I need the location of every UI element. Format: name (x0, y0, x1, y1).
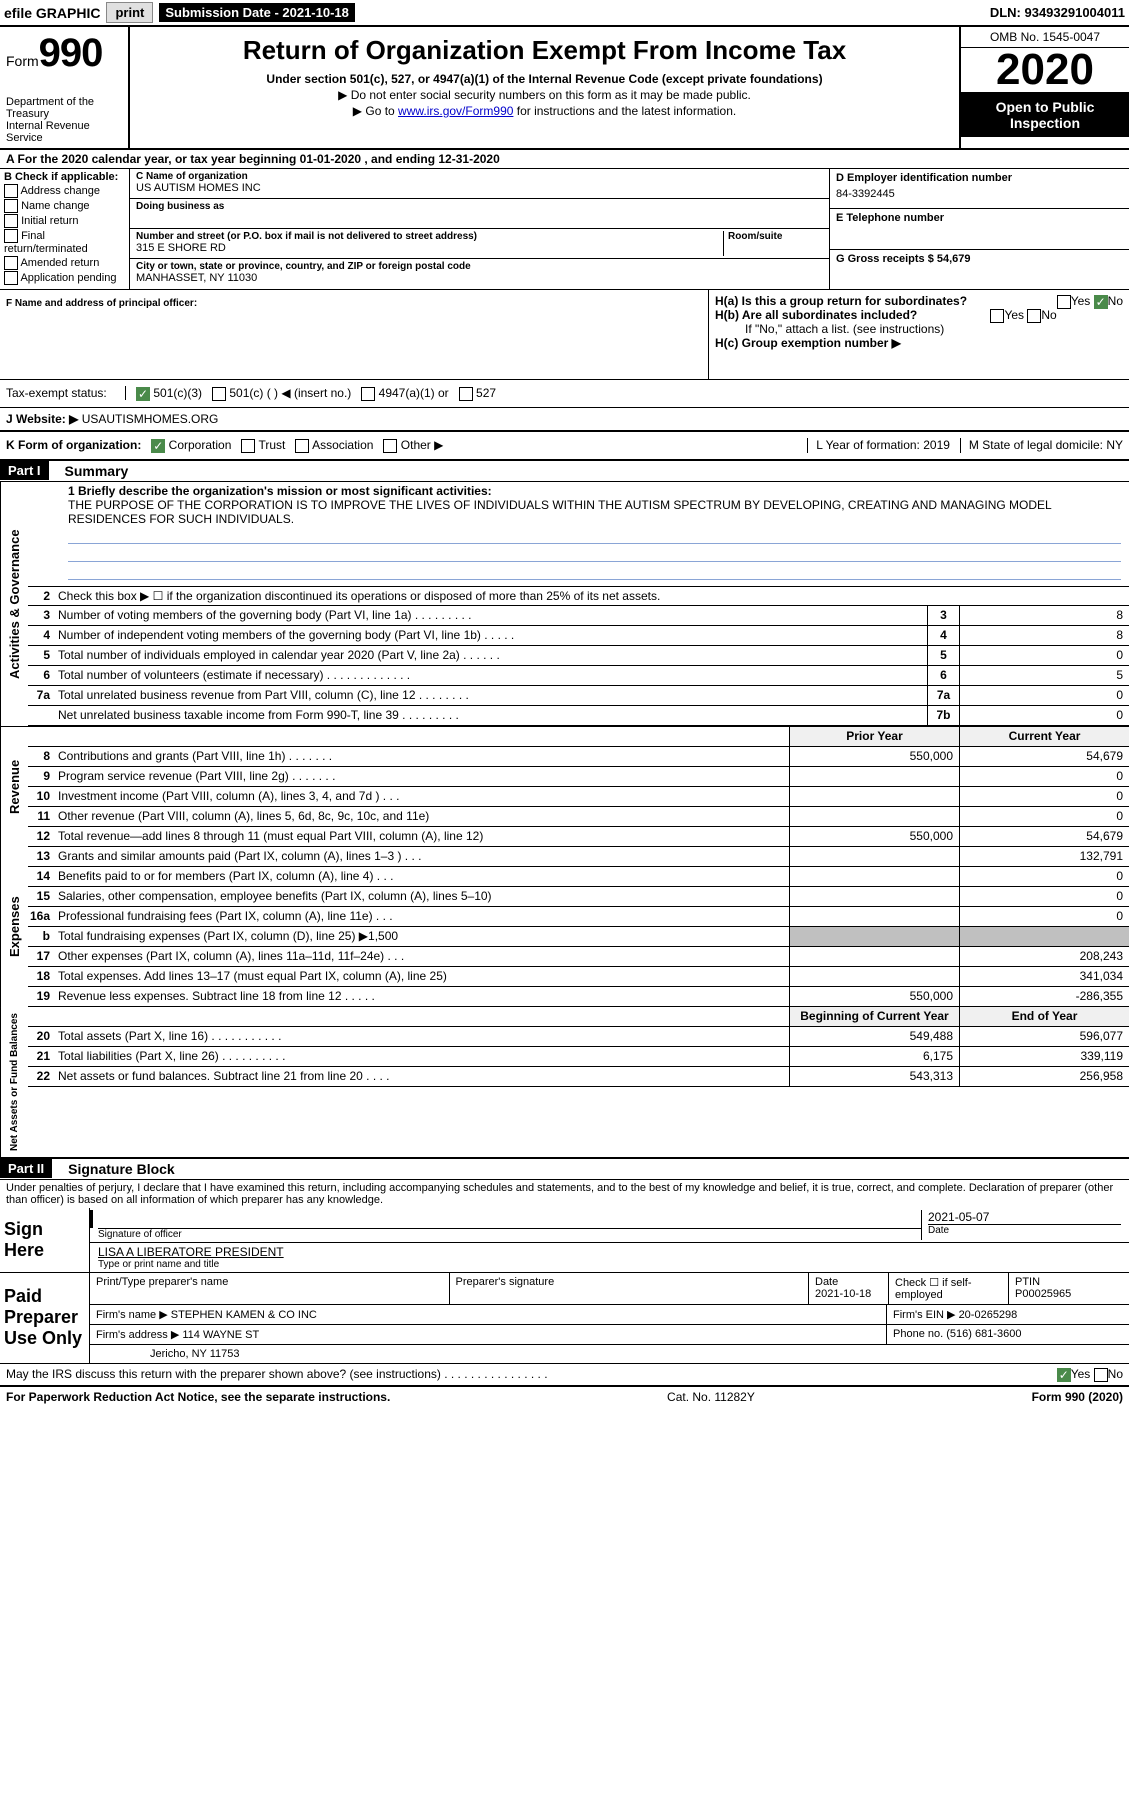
print-button[interactable]: print (106, 2, 153, 23)
tax-year: 2020 (961, 48, 1129, 93)
year-formation: L Year of formation: 2019 (807, 438, 950, 453)
sign-here-section: Sign Here Signature of officer 2021-05-0… (0, 1208, 1129, 1273)
part1-header: Part I Summary (0, 461, 1129, 482)
cb-4947[interactable]: 4947(a)(1) or (361, 386, 448, 401)
row-k: K Form of organization: ✓ Corporation Tr… (0, 432, 1129, 461)
cb-trust[interactable]: Trust (241, 438, 285, 453)
dept-label: Department of the Treasury (6, 96, 122, 120)
col-c: C Name of organization US AUTISM HOMES I… (130, 169, 829, 289)
state-domicile: M State of legal domicile: NY (960, 438, 1123, 453)
website-value: USAUTISMHOMES.ORG (82, 412, 219, 426)
paid-preparer-section: Paid Preparer Use Only Print/Type prepar… (0, 1273, 1129, 1364)
discuss-yes[interactable]: ✓Yes (1057, 1367, 1091, 1382)
ein-value: 84-3392445 (836, 184, 1123, 204)
subtitle-3: ▶ Go to www.irs.gov/Form990 for instruct… (138, 104, 951, 118)
col-d: D Employer identification number 84-3392… (829, 169, 1129, 289)
street-address: 315 E SHORE RD (136, 242, 723, 254)
line-a: A For the 2020 calendar year, or tax yea… (0, 150, 1129, 169)
activities-governance: Activities & Governance 1 Briefly descri… (0, 482, 1129, 726)
irs-link[interactable]: www.irs.gov/Form990 (398, 104, 513, 118)
sign-date: 2021-05-07 (928, 1210, 1121, 1224)
website-row: J Website: ▶ USAUTISMHOMES.ORG (0, 408, 1129, 432)
cb-name[interactable]: Name change (4, 199, 125, 213)
net-assets-section: Net Assets or Fund Balances Beginning of… (0, 1007, 1129, 1159)
officer-name: LISA A LIBERATORE PRESIDENT (98, 1245, 1121, 1259)
cb-corp[interactable]: ✓ Corporation (151, 438, 231, 453)
cb-501c[interactable]: 501(c) ( ) ◀ (insert no.) (212, 386, 351, 401)
row-f-h: F Name and address of principal officer:… (0, 290, 1129, 380)
subtitle-2: ▶ Do not enter social security numbers o… (138, 88, 951, 102)
section-bcd: B Check if applicable: Address change Na… (0, 169, 1129, 290)
dln-label: DLN: 93493291004011 (990, 5, 1125, 20)
page-footer: For Paperwork Reduction Act Notice, see … (0, 1386, 1129, 1407)
cb-527[interactable]: 527 (459, 386, 496, 401)
firm-addr: 114 WAYNE ST (182, 1329, 259, 1341)
cb-address[interactable]: Address change (4, 184, 125, 198)
discuss-no[interactable]: No (1094, 1367, 1123, 1382)
cb-final[interactable]: Final return/terminated (4, 229, 125, 255)
preparer-date: 2021-10-18 (815, 1288, 871, 1300)
irs-label: Internal Revenue Service (6, 120, 122, 144)
org-name: US AUTISM HOMES INC (136, 182, 823, 194)
perjury-declaration: Under penalties of perjury, I declare th… (0, 1180, 1129, 1208)
cb-amended[interactable]: Amended return (4, 256, 125, 270)
cb-501c3[interactable]: ✓ 501(c)(3) (136, 386, 202, 401)
cb-other[interactable]: Other ▶ (383, 438, 443, 453)
firm-ein: 20-0265298 (959, 1309, 1018, 1321)
cb-pending[interactable]: Application pending (4, 271, 125, 285)
cb-assoc[interactable]: Association (295, 438, 373, 453)
revenue-section: Revenue Prior Year Current Year 8Contrib… (0, 726, 1129, 847)
subtitle-1: Under section 501(c), 527, or 4947(a)(1)… (138, 72, 951, 86)
gross-receipts: G Gross receipts $ 54,679 (836, 253, 1123, 265)
efile-label: efile GRAPHIC (4, 5, 100, 21)
firm-name: STEPHEN KAMEN & CO INC (171, 1309, 317, 1321)
firm-addr2: Jericho, NY 11753 (90, 1345, 1129, 1363)
city-address: MANHASSET, NY 11030 (136, 272, 823, 284)
top-bar: efile GRAPHIC print Submission Date - 20… (0, 0, 1129, 27)
open-public-badge: Open to Public Inspection (961, 93, 1129, 137)
expenses-section: Expenses 13Grants and similar amounts pa… (0, 847, 1129, 1007)
ptin-value: P00025965 (1015, 1288, 1071, 1300)
submission-date: Submission Date - 2021-10-18 (159, 3, 355, 22)
col-b: B Check if applicable: Address change Na… (0, 169, 130, 289)
tax-exempt-row: Tax-exempt status: ✓ 501(c)(3) 501(c) ( … (0, 380, 1129, 408)
mission-text: THE PURPOSE OF THE CORPORATION IS TO IMP… (68, 498, 1051, 526)
firm-phone: (516) 681-3600 (946, 1328, 1021, 1340)
form-number: Form990 (6, 31, 122, 76)
form-header: Form990 Department of the Treasury Inter… (0, 27, 1129, 150)
part2-header: Part II Signature Block (0, 1159, 1129, 1180)
form-title: Return of Organization Exempt From Incom… (138, 35, 951, 66)
cb-initial[interactable]: Initial return (4, 214, 125, 228)
